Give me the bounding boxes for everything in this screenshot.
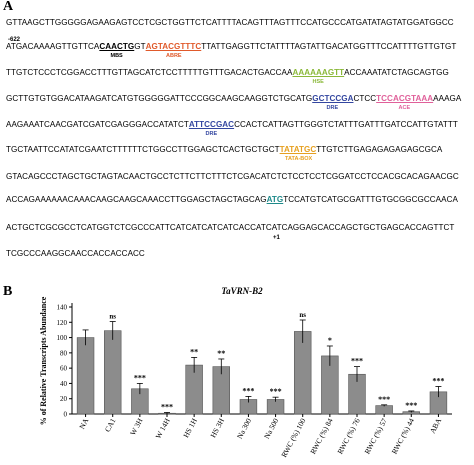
cis-element-label: DRE xyxy=(205,131,218,137)
y-tick-label: 100 xyxy=(57,334,68,342)
significance-label: *** xyxy=(161,402,173,411)
significance-label: *** xyxy=(270,387,282,396)
sequence-segment: ACCAGAAAAAACAAACAAGCAAGCAAACCTTGGAGCTAGC… xyxy=(6,195,267,204)
x-tick-label: NA xyxy=(77,416,90,430)
significance-label: ns xyxy=(109,313,116,321)
sequence-segment: TCCATGTCATGCGATTTGTGCGGCGCCAACA xyxy=(283,195,458,204)
significance-label: ** xyxy=(190,347,198,356)
sequence-line: ACCAGAAAAAACAAACAAGCAAGCAAACCTTGGAGCTAGC… xyxy=(6,195,458,204)
x-tick-label: HS 1H xyxy=(181,416,199,439)
significance-label: *** xyxy=(378,395,390,404)
y-tick-label: 120 xyxy=(57,319,68,327)
cis-element-motif: ATTCCGAC xyxy=(188,120,235,129)
sequence-segment: GT xyxy=(134,42,146,51)
sequence-segment: AAGAAATCAACGATCGATCGAGGGACCATATCT xyxy=(6,120,189,129)
significance-label: ** xyxy=(217,349,225,358)
x-tick-label: RWC (%) 57 xyxy=(363,417,389,456)
sequence-segment: TTGTCTCCCTCGGACCTTTGTTAGCATCTCCTTTTTGTTT… xyxy=(6,68,293,77)
cis-element-label: TATA-BOX xyxy=(285,156,313,162)
sequence-line: GTACAGCCCTAGCTGCTAGTACAACTGCCTCTTCTTCTTT… xyxy=(6,172,459,181)
sequence-segment: CCACTCATTAGTTGGGTCTATTTGATTTGATCCATTGTAT… xyxy=(234,120,458,129)
cis-element-motif: ATG xyxy=(266,195,284,204)
y-axis-label: % of Relative Transcripts Abundance xyxy=(39,296,48,425)
bar xyxy=(375,405,393,415)
sequence-segment: TCGCCCAAGGCAACCACCACCACC xyxy=(6,249,145,258)
x-tick-label: CA1 xyxy=(103,416,118,433)
bar xyxy=(76,337,95,415)
bar xyxy=(104,330,122,415)
cis-element-motif: AGTACGTTTC xyxy=(145,42,202,51)
sequence-line: AAGAAATCAACGATCGATCGAGGGACCATATCTATTCCGA… xyxy=(6,120,458,129)
sequence-segment: GTACAGCCCTAGCTGCTAGTACAACTGCCTCTTCTTCTTT… xyxy=(6,172,459,181)
significance-label: *** xyxy=(405,401,417,410)
sequence-segment: GCTTGTGTGGACATAAGATCATGTGGGGGATTCCCGGCAA… xyxy=(6,94,313,103)
x-tick-label: RWC (%) 84 xyxy=(308,417,334,456)
sequence-segment: ATGACAAAAGTTGTTCA xyxy=(6,42,100,51)
tss-position-label: +1 xyxy=(273,235,280,241)
significance-label: * xyxy=(328,336,332,345)
panel-b: B TaVRN-B2 % of Relative Transcripts Abu… xyxy=(0,282,474,460)
cis-element-motif: CAACTG xyxy=(99,42,135,51)
sequence-line: GTTAAGCTTGGGGGAGAAGAGTCCTCGCTGGTTCTCATTT… xyxy=(6,18,454,27)
bar xyxy=(293,331,312,415)
cis-element-label: ABRE xyxy=(166,53,182,59)
panel-b-label: B xyxy=(3,284,13,299)
significance-label: *** xyxy=(351,357,363,366)
sequence-line: TGCTAATTCCATATCGAATCTTTTTTCTGGCCTTGGAGCT… xyxy=(6,145,442,154)
significance-label: *** xyxy=(134,373,146,382)
y-tick-label: 140 xyxy=(57,304,68,312)
x-tick-label: W 14H xyxy=(154,416,172,440)
x-tick-label: RWC (%) 100 xyxy=(279,417,307,459)
panel-a-label: A xyxy=(3,0,14,14)
sequence-line: ACTGCTCGCGCCTCATGGTCTCGCCCATTCATCATCATCA… xyxy=(6,223,454,232)
panel-a: A GTTAAGCTTGGGGGAGAAGAGTCCTCGCTGGTTCTCAT… xyxy=(3,0,461,258)
x-tick-label: ABA xyxy=(428,416,444,435)
sequence-line: TTGTCTCCCTCGGACCTTTGTTAGCATCTCCTTTTTGTTT… xyxy=(6,68,449,77)
x-tick-label: W 3H xyxy=(128,416,145,437)
sequence-segment: TGCTAATTCCATATCGAATCTTTTTTCTGGCCTTGGAGCT… xyxy=(6,145,280,154)
x-tick-label: RWC (%) 76 xyxy=(335,417,361,456)
y-tick-label: 80 xyxy=(60,349,68,357)
sequence-segment: TTGTCTTGAGAGAGAGAGCGCA xyxy=(316,145,443,154)
cis-element-motif: GCTCCGA xyxy=(312,94,354,103)
cis-element-label: HSE xyxy=(312,79,324,85)
y-tick-label: 40 xyxy=(60,380,68,388)
chart-title: TaVRN-B2 xyxy=(221,286,263,296)
sequence-line: TCGCCCAAGGCAACCACCACCACC xyxy=(6,249,145,258)
sequence-segment: CTCC xyxy=(353,94,377,103)
expression-bar-chart: TaVRN-B2 % of Relative Transcripts Abund… xyxy=(39,286,452,459)
cis-element-motif: TATATGC xyxy=(279,145,317,154)
sequence-segment: TTATTGAGGTTCTATTTTAGTATTGACATGGTTTCCATTT… xyxy=(201,42,457,51)
significance-label: *** xyxy=(242,386,254,395)
x-tick-label: RWC (%) 44 xyxy=(390,417,416,456)
significance-label: ns xyxy=(299,311,306,319)
y-tick-label: 60 xyxy=(60,365,68,373)
cis-element-motif: AAAAAAGTT xyxy=(292,68,345,77)
sequence-line: ATGACAAAAGTTGTTCACAACTGGTAGTACGTTTCTTATT… xyxy=(6,42,456,51)
significance-label: *** xyxy=(432,376,444,385)
x-tick-label: HS 3H xyxy=(208,416,226,439)
cis-element-label: ACE xyxy=(398,105,411,111)
sequence-segment: ACCAAATATCTAGCAGTGG xyxy=(344,68,449,77)
sequence-segment: ACTGCTCGCGCCTCATGGTCTCGCCCATTCATCATCATCA… xyxy=(6,223,455,232)
x-tick-label: Na 500 xyxy=(262,416,280,440)
y-tick-label: 0 xyxy=(64,411,68,419)
sequence-segment: GTTAAGCTTGGGGGAGAAGAGTCCTCGCTGGTTCTCATTT… xyxy=(6,18,454,27)
start-position-label: -622 xyxy=(8,37,21,43)
x-tick-label: Na 300 xyxy=(235,416,253,440)
cis-element-motif: TCCACGTAAA xyxy=(376,94,434,103)
y-tick-label: 20 xyxy=(60,395,68,403)
cis-element-label: MBS xyxy=(110,53,123,59)
sequence-line: GCTTGTGTGGACATAAGATCATGTGGGGGATTCCCGGCAA… xyxy=(6,94,461,103)
cis-element-label: DRE xyxy=(326,105,339,111)
sequence-segment: AAAGA xyxy=(433,94,462,103)
